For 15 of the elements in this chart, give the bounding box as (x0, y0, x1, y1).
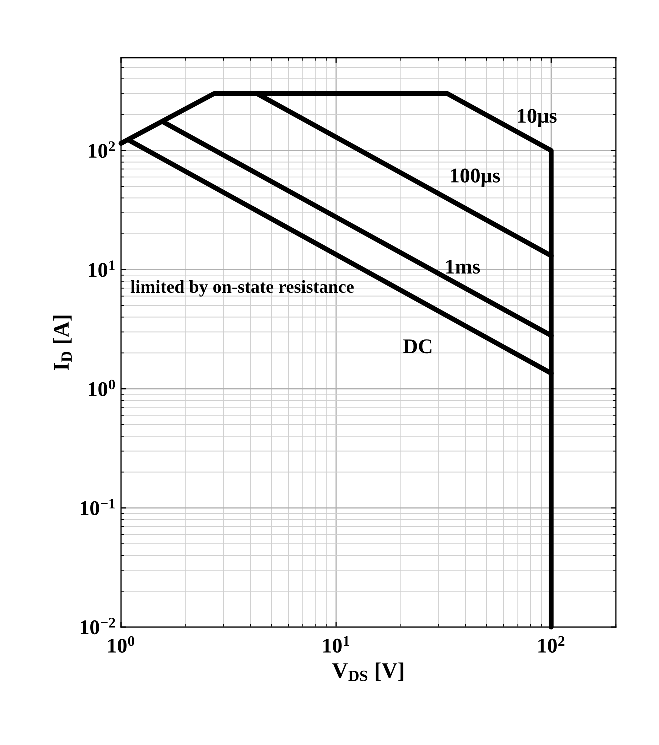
y-tick-label: 10$^{2}$ (89, 142, 116, 158)
x-tick-label: 10$^{2}$ (538, 636, 565, 653)
x-tick-label: 10$^{0}$ (108, 636, 135, 653)
y-tick-label: 10$^{0}$ (89, 380, 116, 396)
series-label: 10μs (518, 109, 557, 128)
y-axis-title: I$_{D}$ [A] (53, 316, 72, 371)
series-label: DC (404, 340, 432, 354)
annotation: limited by on-state resistance (130, 280, 354, 297)
y-tick-label: 10$^{−1}$ (80, 498, 116, 516)
y-tick-label: 10$^{−2}$ (80, 618, 116, 635)
series-label: 1ms (446, 260, 480, 274)
y-tick-label: 10$^{1}$ (89, 260, 115, 278)
x-axis-title: V$_{DS}$ [V] (332, 662, 404, 682)
series-label: 100μs (451, 168, 500, 188)
x-tick-label: 10$^{1}$ (324, 636, 350, 653)
